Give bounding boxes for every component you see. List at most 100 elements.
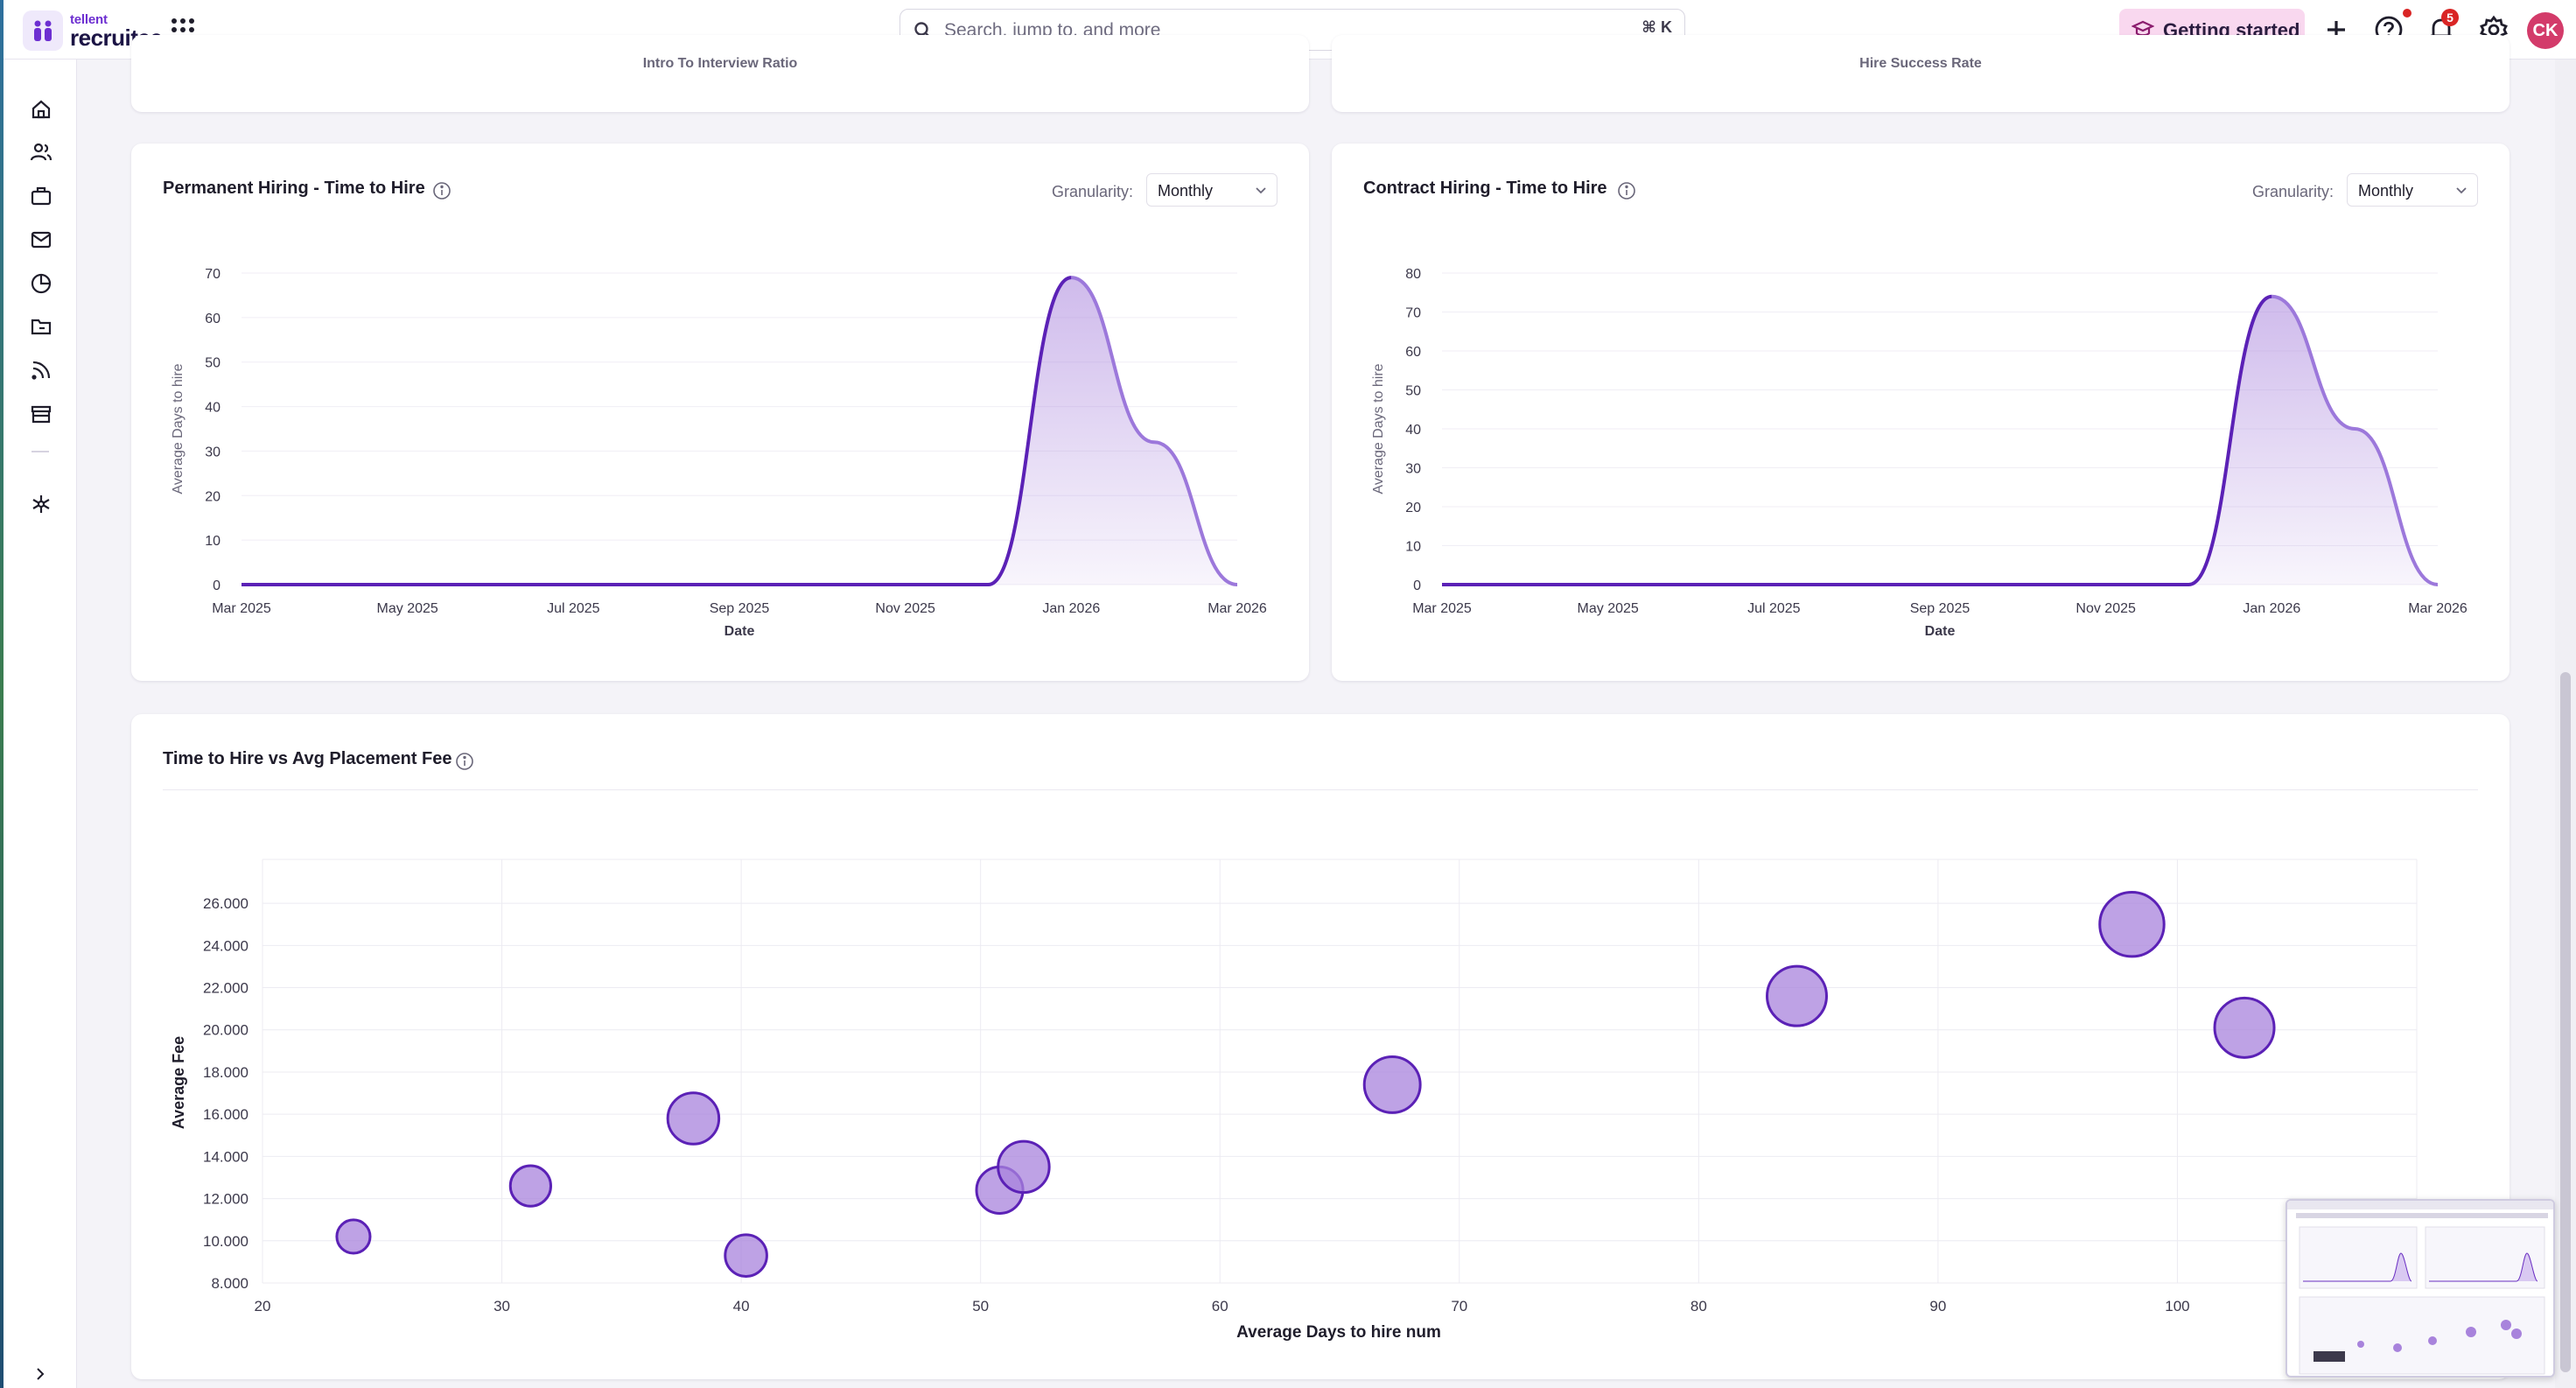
series-line-falling — [1071, 276, 1238, 586]
x-tick-label: Nov 2025 — [2076, 601, 2136, 616]
x-tick-label: Mar 2025 — [212, 601, 271, 616]
y-axis-title: Average Days to hire — [1371, 363, 1386, 494]
hire-success-card: Hire Success Rate — [1332, 35, 2510, 112]
contract-hiring-chart: 0 10 20 30 40 50 60 70 80 Mar 2025 May 2025 Jul 202… — [1371, 267, 2468, 639]
x-tick-label: May 2025 — [377, 601, 438, 616]
y-tick-label: 50 — [205, 356, 220, 371]
info-icon[interactable] — [1617, 181, 1636, 200]
bubble-point — [1362, 1055, 1422, 1114]
x-tick-label: Jan 2026 — [2243, 601, 2300, 616]
intro-to-interview-caption: Intro To Interview Ratio — [642, 56, 798, 71]
sidebar — [4, 60, 77, 1388]
time-to-hire-vs-fee-card: Time to Hire vs Avg Placement Fee 8.000 1… — [131, 714, 2510, 1379]
x-tick-label: Mar 2026 — [1208, 601, 1267, 616]
granularity-label: Granularity: — [1052, 183, 1134, 200]
y-tick-label: 22.000 — [203, 980, 248, 997]
chevron-down-icon — [2456, 187, 2467, 194]
area-fill — [1442, 296, 2438, 585]
area-fill — [242, 277, 1237, 585]
info-icon[interactable] — [455, 752, 474, 771]
folder-icon[interactable] — [30, 315, 52, 338]
bubble-point — [2098, 890, 2166, 958]
y-tick-label: 20.000 — [203, 1022, 248, 1039]
user-avatar[interactable]: CK — [2527, 12, 2564, 49]
x-tick-label: Jul 2025 — [1747, 601, 1801, 616]
y-tick-label: 40 — [205, 401, 220, 416]
x-axis-title: Date — [1925, 624, 1956, 639]
intro-to-interview-card: Intro To Interview Ratio — [131, 35, 1309, 112]
series-line — [1441, 294, 2272, 587]
y-tick-label: 80 — [1405, 267, 1421, 282]
x-tick-label: May 2025 — [1578, 601, 1639, 616]
permanent-hiring-chart: 0 10 20 30 40 50 60 70 Mar 2025 May 2025 Jul 2025 S… — [171, 267, 1267, 639]
bubble-point — [997, 1139, 1051, 1195]
y-tick-label: 30 — [1405, 462, 1421, 477]
granularity-value: Monthly — [1158, 182, 1214, 200]
integrations-hub-icon[interactable] — [30, 493, 52, 515]
y-tick-label: 10.000 — [203, 1233, 248, 1250]
info-icon[interactable] — [432, 181, 452, 200]
granularity-label: Granularity: — [2252, 183, 2334, 200]
x-tick-label: 50 — [972, 1298, 989, 1314]
help-indicator-dot — [2403, 9, 2412, 18]
y-tick-label: 30 — [205, 445, 220, 459]
y-tick-label: 14.000 — [203, 1148, 248, 1165]
x-tick-label: Jul 2025 — [547, 601, 600, 616]
y-tick-label: 40 — [1405, 423, 1421, 438]
series-line — [241, 276, 1072, 587]
bubble-point — [666, 1091, 721, 1146]
x-tick-label: Jan 2026 — [1042, 601, 1100, 616]
x-tick-label: Nov 2025 — [875, 601, 935, 616]
y-axis-title: Average Days to hire — [171, 363, 186, 494]
sidebar-divider — [32, 451, 49, 452]
y-tick-label: 70 — [1405, 306, 1421, 321]
x-tick-label: Sep 2025 — [1910, 601, 1970, 616]
x-tick-label: Mar 2025 — [1412, 601, 1472, 616]
y-tick-label: 70 — [205, 267, 220, 282]
x-tick-label: 30 — [494, 1298, 510, 1314]
contract-hiring-card: Contract Hiring - Time to Hire Granulari… — [1332, 144, 2510, 681]
permanent-hiring-card: Permanent Hiring - Time to Hire Granular… — [131, 144, 1309, 681]
bubble-point — [724, 1233, 768, 1278]
y-tick-label: 8.000 — [211, 1275, 248, 1292]
y-tick-label: 24.000 — [203, 937, 248, 954]
expand-sidebar-chevron-icon[interactable] — [32, 1365, 49, 1383]
y-tick-label: 60 — [1405, 345, 1421, 360]
y-tick-label: 12.000 — [203, 1191, 248, 1208]
y-tick-label: 10 — [1405, 540, 1421, 555]
y-tick-label: 26.000 — [203, 895, 248, 912]
granularity-select[interactable]: Monthly — [1146, 173, 1278, 207]
bubble-point — [1765, 964, 1828, 1027]
screen-preview-thumbnail[interactable] — [2286, 1199, 2555, 1377]
feed-rss-icon[interactable] — [30, 359, 52, 382]
y-tick-label: 16.000 — [203, 1106, 248, 1123]
granularity-select[interactable]: Monthly — [2347, 173, 2478, 207]
preview-miniature — [2287, 1201, 2553, 1375]
mail-icon[interactable] — [30, 228, 52, 251]
jobs-briefcase-icon[interactable] — [30, 185, 52, 207]
marketplace-store-icon[interactable] — [30, 403, 52, 425]
x-tick-label: 100 — [2165, 1298, 2189, 1314]
search-shortcut: ⌘ K — [1642, 18, 1672, 36]
bubble-chart-title: Time to Hire vs Avg Placement Fee — [163, 749, 452, 768]
granularity-value: Monthly — [2358, 182, 2414, 200]
hire-success-caption: Hire Success Rate — [1859, 56, 1982, 71]
y-tick-label: 60 — [205, 312, 220, 326]
y-tick-label: 10 — [205, 534, 220, 549]
page-scrollbar[interactable] — [2555, 60, 2576, 1388]
y-tick-label: 50 — [1405, 384, 1421, 399]
logo-mark-icon — [23, 11, 63, 51]
y-tick-label: 0 — [213, 578, 220, 593]
reports-pie-icon[interactable] — [30, 272, 52, 295]
contract-hiring-title: Contract Hiring - Time to Hire — [1363, 179, 1607, 198]
notification-count-badge: 5 — [2441, 9, 2459, 26]
candidates-icon[interactable] — [30, 141, 52, 164]
bubble-chart: 8.000 10.000 12.000 14.000 16.000 18.000 20.00… — [170, 859, 2418, 1342]
scrollbar-thumb[interactable] — [2560, 672, 2571, 1372]
y-tick-label: 0 — [1413, 578, 1421, 593]
y-tick-label: 20 — [1405, 501, 1421, 515]
x-axis-title: Date — [724, 624, 755, 639]
home-icon[interactable] — [30, 98, 52, 121]
y-axis-title: Average Fee — [170, 1036, 187, 1129]
x-tick-label: 60 — [1212, 1298, 1228, 1314]
